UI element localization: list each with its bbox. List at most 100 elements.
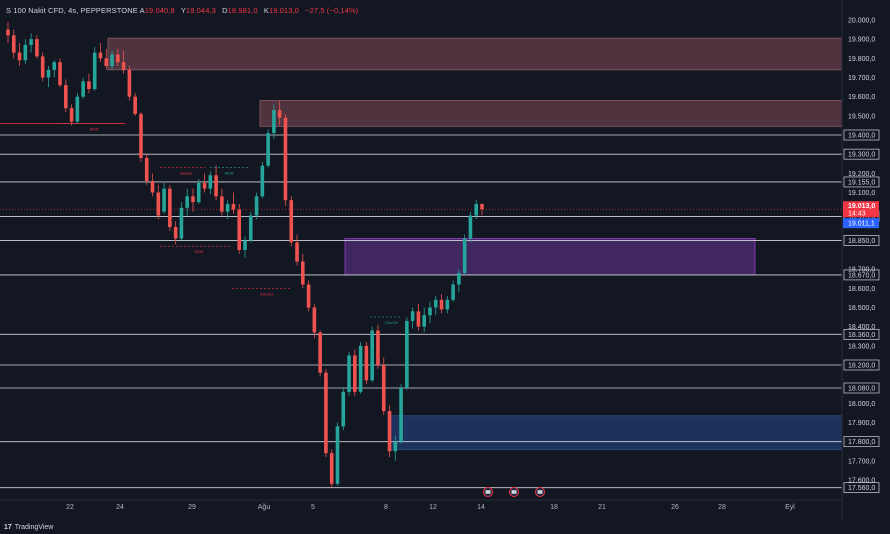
candle[interactable] — [439, 294, 444, 314]
candle[interactable] — [243, 236, 247, 258]
brand-label[interactable]: TradingView — [14, 523, 54, 531]
candle[interactable] — [75, 92, 80, 124]
candle[interactable] — [254, 192, 259, 220]
candle[interactable] — [381, 357, 386, 415]
candle[interactable] — [405, 317, 409, 390]
candle[interactable] — [289, 196, 294, 247]
candle[interactable] — [162, 182, 166, 214]
zone-demand-blue[interactable] — [389, 415, 843, 450]
candle[interactable] — [272, 104, 276, 139]
candle[interactable] — [92, 46, 97, 91]
symbol-info-bar: S 100 Nakit CFD, 4s, PEPPERSTONE A19.040… — [6, 6, 362, 15]
candle[interactable] — [353, 349, 357, 396]
candle[interactable] — [191, 188, 195, 212]
us-event-flag-icon[interactable] — [535, 487, 545, 497]
candle[interactable] — [422, 307, 426, 333]
candle[interactable] — [324, 368, 328, 457]
candle[interactable] — [306, 280, 311, 312]
candle[interactable] — [370, 326, 374, 383]
candle[interactable] — [196, 179, 201, 204]
candle[interactable] — [416, 303, 421, 331]
candle[interactable] — [428, 301, 432, 323]
candle[interactable] — [168, 184, 172, 231]
candle[interactable] — [104, 48, 109, 70]
candle[interactable] — [173, 221, 178, 245]
candle[interactable] — [52, 60, 57, 78]
candle[interactable] — [121, 50, 126, 74]
candle[interactable] — [301, 253, 305, 289]
candle[interactable] — [202, 173, 207, 193]
candle[interactable] — [69, 104, 74, 126]
candle[interactable] — [347, 351, 351, 396]
candle[interactable] — [341, 388, 346, 431]
candle[interactable] — [248, 211, 253, 243]
candle[interactable] — [277, 100, 282, 126]
candle[interactable] — [214, 165, 218, 201]
candle-body — [289, 200, 294, 243]
candle[interactable] — [474, 200, 479, 220]
symbol-label[interactable]: S 100 Nakit CFD, 4s, PEPPERSTONE — [6, 6, 138, 15]
candle[interactable] — [208, 171, 213, 195]
us-event-flag-icon[interactable] — [483, 487, 493, 497]
candle[interactable] — [266, 129, 270, 168]
candle[interactable] — [283, 113, 288, 206]
candle[interactable] — [35, 35, 39, 59]
candle[interactable] — [468, 211, 473, 243]
candle[interactable] — [11, 29, 16, 59]
candle[interactable] — [179, 202, 184, 241]
candle[interactable] — [399, 384, 403, 444]
candle[interactable] — [17, 43, 22, 66]
candle[interactable] — [46, 66, 51, 88]
candle[interactable] — [335, 422, 340, 486]
tradingview-logo-icon[interactable]: 17 — [4, 523, 12, 531]
candle[interactable] — [237, 204, 242, 254]
candle-body — [168, 188, 172, 227]
candle[interactable] — [87, 73, 91, 93]
candle[interactable] — [451, 280, 455, 302]
candle[interactable] — [139, 112, 143, 162]
candle[interactable] — [393, 435, 398, 461]
candle[interactable] — [220, 188, 224, 216]
candle[interactable] — [58, 58, 62, 88]
candle[interactable] — [358, 342, 363, 394]
candle[interactable] — [40, 52, 45, 82]
candle[interactable] — [6, 21, 10, 43]
candle[interactable] — [376, 324, 380, 369]
candle[interactable] — [150, 173, 155, 197]
candle[interactable] — [116, 48, 120, 66]
candle[interactable] — [110, 50, 114, 70]
candle[interactable] — [81, 77, 85, 99]
candle[interactable] — [433, 296, 438, 316]
candle[interactable] — [23, 39, 28, 65]
candle[interactable] — [29, 33, 33, 53]
candle[interactable] — [260, 161, 265, 199]
candle[interactable] — [318, 330, 322, 377]
zone-supply-upper[interactable] — [107, 37, 843, 71]
candle[interactable] — [462, 234, 467, 275]
candle[interactable] — [127, 66, 132, 101]
candle[interactable] — [156, 184, 161, 220]
candle[interactable] — [133, 92, 137, 116]
candle[interactable] — [312, 303, 317, 339]
candle[interactable] — [329, 449, 334, 488]
candle[interactable] — [231, 192, 236, 214]
candle[interactable] — [445, 296, 450, 314]
candles-layer — [6, 21, 484, 488]
candle[interactable] — [457, 269, 461, 293]
candle[interactable] — [387, 405, 392, 457]
candle[interactable] — [144, 154, 149, 185]
change-value: −27,5 (−0,14%) — [305, 6, 359, 15]
zone-purple[interactable] — [344, 238, 756, 276]
zone-supply-mid[interactable] — [259, 100, 843, 127]
candle[interactable] — [64, 79, 68, 112]
us-event-flag-icon[interactable] — [509, 487, 519, 497]
candle[interactable] — [295, 234, 299, 266]
candle[interactable] — [364, 342, 369, 385]
candle[interactable] — [410, 307, 415, 329]
candle[interactable] — [225, 200, 230, 220]
candle[interactable] — [480, 203, 484, 216]
candle[interactable] — [185, 188, 189, 216]
candle[interactable] — [98, 43, 103, 63]
